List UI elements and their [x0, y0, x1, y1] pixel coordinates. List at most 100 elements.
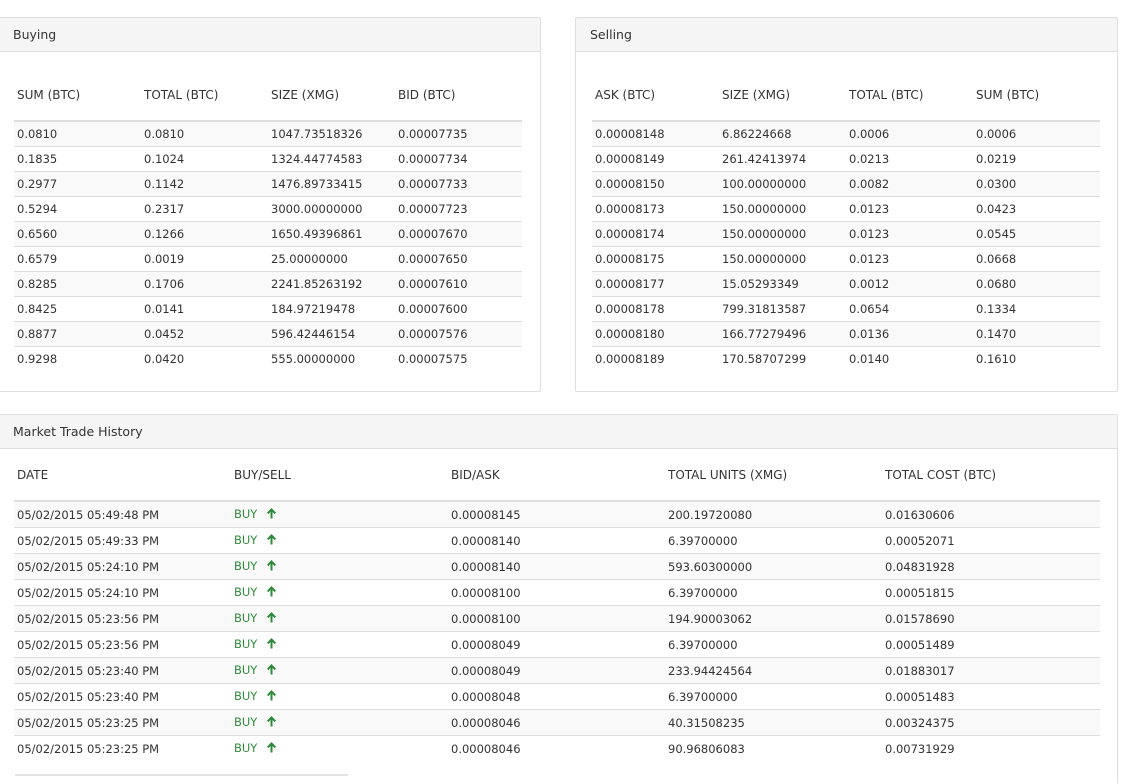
column-header-total[interactable]: TOTAL (BTC)	[141, 70, 268, 122]
trade-price: 0.00008048	[448, 683, 665, 710]
column-header-bid-ask[interactable]: BID/ASK	[448, 450, 665, 502]
cell-sum: 0.6560	[14, 221, 141, 247]
cell-sum: 0.0810	[14, 121, 141, 147]
cell-size: 166.77279496	[719, 321, 846, 347]
trade-date: 05/02/2015 05:23:56 PM	[14, 605, 231, 632]
trade-date: 05/02/2015 05:49:48 PM	[14, 501, 231, 528]
cell-ask: 0.00008189	[592, 346, 719, 371]
cell-size: 1324.44774583	[268, 146, 395, 172]
arrow-up-icon	[266, 507, 277, 522]
table-row: 05/02/2015 05:23:40 PM BUY 0.00008048 6.397…	[14, 683, 1100, 710]
cell-bid: 0.00007670	[395, 221, 522, 247]
trade-type-label: BUY	[234, 559, 258, 573]
column-header-size[interactable]: SIZE (XMG)	[268, 70, 395, 122]
table-row[interactable]: 0.9298 0.0420 555.00000000 0.00007575	[14, 346, 522, 371]
table-row[interactable]: 0.6560 0.1266 1650.49396861 0.00007670	[14, 221, 522, 247]
table-row: 05/02/2015 05:49:33 PM BUY 0.00008140 6.397…	[14, 527, 1100, 554]
trade-date: 05/02/2015 05:23:25 PM	[14, 709, 231, 736]
trade-price: 0.00008100	[448, 605, 665, 632]
table-row[interactable]: 0.00008173 150.00000000 0.0123 0.0423	[592, 196, 1100, 222]
table-row[interactable]: 0.00008174 150.00000000 0.0123 0.0545	[592, 221, 1100, 247]
cell-sum: 0.5294	[14, 196, 141, 222]
table-row[interactable]: 0.00008150 100.00000000 0.0082 0.0300	[592, 171, 1100, 197]
table-row[interactable]: 0.0810 0.0810 1047.73518326 0.00007735	[14, 121, 522, 147]
trade-cost: 0.00731929	[882, 735, 1100, 761]
table-row[interactable]: 0.6579 0.0019 25.00000000 0.00007650	[14, 246, 522, 272]
cell-total: 0.0140	[846, 346, 973, 371]
trade-type: BUY	[231, 579, 448, 606]
buying-panel: Buying SUM (BTC) TOTAL (BTC) SIZE (XMG) …	[0, 17, 541, 392]
table-row: 05/02/2015 05:24:10 PM BUY 0.00008140 593.6…	[14, 553, 1100, 580]
column-header-total-units[interactable]: TOTAL UNITS (XMG)	[665, 450, 882, 502]
column-header-bid[interactable]: BID (BTC)	[395, 70, 522, 122]
column-header-buy-sell[interactable]: BUY/SELL	[231, 450, 448, 502]
trade-type: BUY	[231, 657, 448, 684]
column-header-ask[interactable]: ASK (BTC)	[592, 70, 719, 122]
arrow-up-icon	[266, 559, 277, 574]
table-row[interactable]: 0.00008148 6.86224668 0.0006 0.0006	[592, 121, 1100, 147]
cell-total: 0.1024	[141, 146, 268, 172]
cell-size: 150.00000000	[719, 221, 846, 247]
column-header-total[interactable]: TOTAL (BTC)	[846, 70, 973, 122]
cell-sum: 0.0668	[973, 246, 1100, 272]
trade-cost: 0.01578690	[882, 605, 1100, 632]
trade-cost: 0.00324375	[882, 709, 1100, 736]
trade-type: BUY	[231, 709, 448, 736]
table-row[interactable]: 0.8285 0.1706 2241.85263192 0.00007610	[14, 271, 522, 297]
cell-size: 555.00000000	[268, 346, 395, 371]
table-row[interactable]: 0.00008180 166.77279496 0.0136 0.1470	[592, 321, 1100, 347]
cell-total: 0.0123	[846, 221, 973, 247]
trade-price: 0.00008145	[448, 501, 665, 528]
table-row[interactable]: 0.8877 0.0452 596.42446154 0.00007576	[14, 321, 522, 347]
table-row[interactable]: 0.00008175 150.00000000 0.0123 0.0668	[592, 246, 1100, 272]
arrow-up-icon	[266, 715, 277, 730]
cell-ask: 0.00008173	[592, 196, 719, 222]
cell-size: 261.42413974	[719, 146, 846, 172]
column-header-total-cost[interactable]: TOTAL COST (BTC)	[882, 450, 1100, 502]
trade-date: 05/02/2015 05:23:25 PM	[14, 735, 231, 761]
cell-size: 596.42446154	[268, 321, 395, 347]
column-header-size[interactable]: SIZE (XMG)	[719, 70, 846, 122]
column-header-date[interactable]: DATE	[14, 450, 231, 502]
cell-bid: 0.00007723	[395, 196, 522, 222]
cell-size: 1047.73518326	[268, 121, 395, 147]
trade-cost: 0.00051489	[882, 631, 1100, 658]
table-row: 05/02/2015 05:24:10 PM BUY 0.00008100 6.397…	[14, 579, 1100, 606]
table-row[interactable]: 0.00008178 799.31813587 0.0654 0.1334	[592, 296, 1100, 322]
cell-size: 1476.89733415	[268, 171, 395, 197]
table-row[interactable]: 0.5294 0.2317 3000.00000000 0.00007723	[14, 196, 522, 222]
cell-total: 0.0213	[846, 146, 973, 172]
arrow-up-icon	[266, 689, 277, 704]
cell-total: 0.0123	[846, 246, 973, 272]
cell-total: 0.0006	[846, 121, 973, 147]
arrow-up-icon	[266, 741, 277, 756]
trade-price: 0.00008046	[448, 709, 665, 736]
table-row[interactable]: 0.1835 0.1024 1324.44774583 0.00007734	[14, 146, 522, 172]
table-row[interactable]: 0.00008177 15.05293349 0.0012 0.0680	[592, 271, 1100, 297]
cell-size: 150.00000000	[719, 246, 846, 272]
cell-ask: 0.00008180	[592, 321, 719, 347]
table-row[interactable]: 0.8425 0.0141 184.97219478 0.00007600	[14, 296, 522, 322]
cell-total: 0.0123	[846, 196, 973, 222]
cell-ask: 0.00008148	[592, 121, 719, 147]
table-row: 05/02/2015 05:23:56 PM BUY 0.00008049 6.397…	[14, 631, 1100, 658]
trade-units: 6.39700000	[665, 527, 882, 554]
table-row[interactable]: 0.2977 0.1142 1476.89733415 0.00007733	[14, 171, 522, 197]
table-row[interactable]: 0.00008189 170.58707299 0.0140 0.1610	[592, 346, 1100, 371]
trade-type-label: BUY	[234, 611, 258, 625]
trade-units: 6.39700000	[665, 579, 882, 606]
column-header-sum[interactable]: SUM (BTC)	[973, 70, 1100, 122]
cell-total: 0.0136	[846, 321, 973, 347]
trade-date: 05/02/2015 05:24:10 PM	[14, 579, 231, 606]
buy-orders-table: SUM (BTC) TOTAL (BTC) SIZE (XMG) BID (BT…	[14, 70, 522, 371]
trade-units: 194.90003062	[665, 605, 882, 632]
cell-bid: 0.00007733	[395, 171, 522, 197]
trade-type-label: BUY	[234, 689, 258, 703]
column-header-sum[interactable]: SUM (BTC)	[14, 70, 141, 122]
cell-sum: 0.0006	[973, 121, 1100, 147]
table-row[interactable]: 0.00008149 261.42413974 0.0213 0.0219	[592, 146, 1100, 172]
trade-type: BUY	[231, 683, 448, 710]
cell-sum: 0.0423	[973, 196, 1100, 222]
trade-date: 05/02/2015 05:23:56 PM	[14, 631, 231, 658]
cell-total: 0.0654	[846, 296, 973, 322]
